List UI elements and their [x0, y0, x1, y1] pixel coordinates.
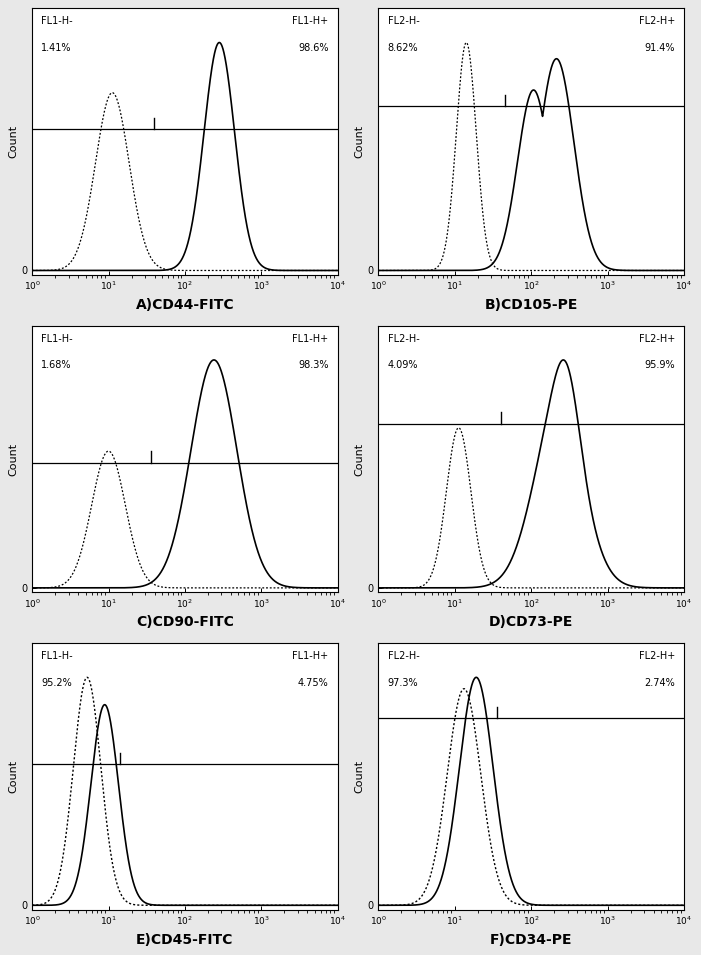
- Text: 4.75%: 4.75%: [298, 678, 329, 688]
- Text: FL2-H-: FL2-H-: [388, 333, 419, 344]
- Y-axis label: Count: Count: [8, 760, 18, 793]
- Text: FL1-H+: FL1-H+: [292, 333, 329, 344]
- Y-axis label: Count: Count: [8, 442, 18, 476]
- Y-axis label: Count: Count: [355, 125, 365, 159]
- X-axis label: D)CD73-PE: D)CD73-PE: [489, 615, 573, 629]
- Text: 2.74%: 2.74%: [644, 678, 675, 688]
- X-axis label: F)CD34-PE: F)CD34-PE: [490, 933, 573, 946]
- X-axis label: E)CD45-FITC: E)CD45-FITC: [136, 933, 233, 946]
- Text: FL1-H+: FL1-H+: [292, 16, 329, 27]
- Y-axis label: Count: Count: [355, 760, 365, 793]
- Text: FL2-H-: FL2-H-: [388, 651, 419, 661]
- Text: 1.68%: 1.68%: [41, 360, 72, 371]
- X-axis label: C)CD90-FITC: C)CD90-FITC: [136, 615, 234, 629]
- Text: FL2-H-: FL2-H-: [388, 16, 419, 27]
- Text: FL1-H-: FL1-H-: [41, 16, 73, 27]
- Text: 4.09%: 4.09%: [388, 360, 418, 371]
- Text: 1.41%: 1.41%: [41, 43, 72, 53]
- Y-axis label: Count: Count: [355, 442, 365, 476]
- Text: 97.3%: 97.3%: [388, 678, 418, 688]
- X-axis label: A)CD44-FITC: A)CD44-FITC: [135, 298, 234, 312]
- Text: 95.2%: 95.2%: [41, 678, 72, 688]
- Y-axis label: Count: Count: [8, 125, 18, 159]
- Text: 91.4%: 91.4%: [644, 43, 675, 53]
- Text: FL1-H+: FL1-H+: [292, 651, 329, 661]
- Text: 98.6%: 98.6%: [298, 43, 329, 53]
- Text: 98.3%: 98.3%: [298, 360, 329, 371]
- Text: 8.62%: 8.62%: [388, 43, 418, 53]
- Text: FL2-H+: FL2-H+: [639, 16, 675, 27]
- Text: 95.9%: 95.9%: [644, 360, 675, 371]
- Text: FL1-H-: FL1-H-: [41, 333, 73, 344]
- Text: FL2-H+: FL2-H+: [639, 333, 675, 344]
- X-axis label: B)CD105-PE: B)CD105-PE: [484, 298, 578, 312]
- Text: FL2-H+: FL2-H+: [639, 651, 675, 661]
- Text: FL1-H-: FL1-H-: [41, 651, 73, 661]
